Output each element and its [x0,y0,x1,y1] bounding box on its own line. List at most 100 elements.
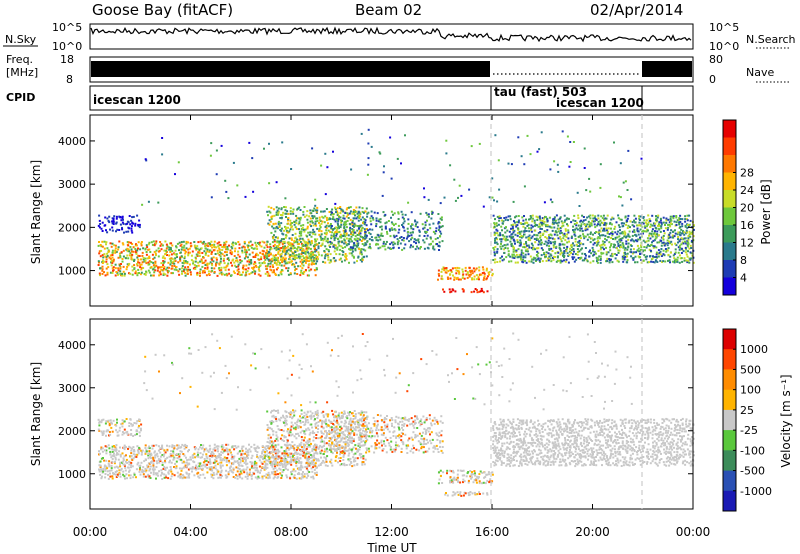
echo-cell [312,454,315,457]
echo-cell [128,272,130,275]
echo-cell [267,452,270,454]
echo-cell [318,221,320,224]
echo-cell [573,244,576,247]
echo-cell [546,241,549,244]
echo-cell [147,269,150,272]
echo-cell [197,475,200,478]
echo-cell [624,255,627,258]
echo-cell [632,258,635,261]
echo-cell [236,475,239,478]
echo-cell [605,253,608,256]
echo-cell [512,231,515,234]
echo-cell [539,219,542,222]
echo-cell [539,221,542,224]
echo-cell [302,454,305,457]
echo-cell [356,225,359,227]
echo-cell [159,451,162,454]
echo-cell [187,458,190,461]
echo-cell [313,432,316,434]
echo-cell [482,268,485,271]
echo-cell [338,244,341,247]
echo-cell [261,445,264,448]
echo-cell [528,246,531,249]
echo-cell [143,460,146,463]
echo-cell [180,450,183,453]
echo-cell [125,458,128,461]
echo-cell [288,255,291,258]
echo-cell [500,240,503,243]
echo-cell [524,245,527,248]
echo-cell [128,250,131,253]
echo-cell [188,251,191,254]
echo-cell [211,246,214,249]
echo-cell [552,222,555,225]
echo-cell [192,260,195,263]
echo-cell [613,141,615,144]
echo-cell [629,250,632,253]
echo-cell [552,246,555,249]
echo-cell [265,249,268,252]
echo-cell [105,256,108,258]
echo-cell [329,246,332,248]
echo-cell [292,460,295,463]
echo-cell [128,254,131,257]
echo-cell [150,457,152,460]
echo-cell [220,144,223,147]
echo-cell [134,247,137,250]
echo-cell [155,254,157,257]
echo-cell [139,273,142,276]
echo-cell [508,260,510,263]
echo-cell [280,477,283,479]
echo-cell [646,245,649,247]
echo-cell [299,216,302,219]
echo-cell [261,249,264,252]
echo-cell [224,266,227,269]
echo-cell [229,249,232,252]
echo-cell [291,416,294,419]
echo-cell [242,266,245,269]
echo-cell [315,447,317,450]
echo-cell [639,256,642,259]
echo-cell [516,232,519,235]
echo-cell [313,215,316,218]
echo-cell [205,447,208,450]
echo-cell [677,246,680,249]
echo-cell [482,278,485,281]
echo-cell [643,225,646,228]
echo-cell [645,258,648,261]
echo-cell [674,232,677,235]
echo-cell [302,243,304,246]
echo-cell [237,462,240,464]
echo-cell [114,267,117,270]
echo-cell [365,234,368,237]
echo-cell [303,446,306,449]
echo-cell [318,242,321,245]
echo-cell [341,219,343,222]
echo-cell [493,222,496,225]
echo-cell [306,472,309,475]
echo-cell [142,475,145,478]
echo-cell [280,273,283,276]
echo-cell [613,245,616,248]
echo-cell [170,450,173,453]
echo-cell [657,249,660,252]
echo-cell [148,445,151,448]
echo-cell [258,269,261,272]
echo-cell [295,423,298,426]
echo-cell [113,452,115,455]
echo-cell [297,246,300,249]
echo-cell [647,243,650,246]
echo-cell [309,410,312,413]
echo-cell [311,220,313,223]
echo-cell [111,251,114,254]
echo-cell [273,234,275,237]
echo-cell [306,227,309,230]
echo-cell [522,235,525,238]
echo-cell [138,226,141,229]
echo-cell [575,227,578,230]
echo-cell [567,255,570,257]
echo-cell [324,245,327,248]
echo-cell [297,223,300,226]
echo-cell [138,470,141,473]
echo-cell [160,243,163,246]
